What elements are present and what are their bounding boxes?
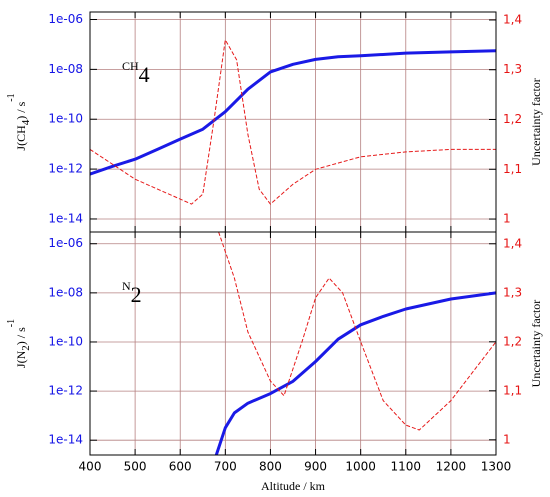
y-tick-label: 1e-14	[48, 433, 83, 447]
y-axis-label-part: -1	[6, 319, 17, 327]
x-tick-label: 400	[79, 460, 102, 474]
annotation-text: CH	[122, 59, 139, 73]
y-tick-label: 1e-08	[48, 62, 83, 76]
y-tick-label: 1e-10	[48, 334, 83, 348]
panel: 400 500 600 700 800 900 1000 1100 1200 1300 1e-06 1…	[6, 231, 543, 493]
x-tick-label: 700	[214, 460, 237, 474]
x-tick-label: 1000	[345, 460, 376, 474]
y2-tick-label: 1,3	[503, 62, 522, 76]
x-tick-label: 1300	[481, 460, 512, 474]
annotation-subscript: 4	[139, 62, 150, 87]
y2-tick-label: 1,1	[503, 383, 522, 397]
y-tick-label: 1e-10	[48, 112, 83, 126]
y2-axis-label: Uncertainty factor	[529, 78, 543, 166]
x-tick-label: 900	[304, 460, 327, 474]
series-line	[90, 39, 496, 205]
y2-tick-label: 1,2	[503, 334, 522, 348]
series-line	[214, 291, 496, 455]
y-axis-label-part: J(N	[14, 350, 28, 368]
series-line	[218, 232, 496, 431]
x-tick-label: 600	[169, 460, 192, 474]
annotation: N2	[122, 279, 142, 307]
plot-frame	[89, 231, 497, 456]
y-tick-label: 1e-12	[48, 162, 83, 176]
y2-tick-label: 1,2	[503, 112, 522, 126]
y-axis-label: J(CH4) / s-1	[6, 93, 31, 150]
x-axis-label: Altitude / km	[261, 479, 326, 493]
y2-tick-label: 1,4	[503, 236, 522, 250]
x-tick-label: 800	[259, 460, 282, 474]
y-tick-label: 1e-12	[48, 384, 83, 398]
x-tick-label: 500	[124, 460, 147, 474]
annotation-text: N	[122, 279, 131, 293]
y-axis-label-part: J(CH	[14, 125, 28, 151]
y-tick-label: 1e-08	[48, 285, 83, 299]
y-axis-label-part: 4	[20, 119, 32, 125]
series-line	[90, 49, 496, 176]
y2-tick-label: 1	[503, 212, 511, 226]
y-tick-label: 1e-06	[48, 236, 83, 250]
y-axis-label: J(N2) / s-1	[6, 319, 31, 368]
x-tick-label: 1100	[391, 460, 422, 474]
y2-tick-label: 1,1	[503, 162, 522, 176]
x-tick-label: 1200	[436, 460, 467, 474]
panel: 1e-06 1e-08 1e-10 1e-12 1e-14 1,4 1,3 1,2 1,1 1 CH…	[6, 11, 543, 233]
y-axis-label-part: -1	[6, 93, 17, 101]
y-axis-label-part: 2	[20, 345, 32, 351]
y-tick-label: 1e-14	[48, 211, 83, 225]
y2-tick-label: 1,3	[503, 285, 522, 299]
y-axis-label-part: ) / s	[14, 327, 28, 345]
y-tick-label: 1e-06	[48, 12, 83, 26]
y-axis-label-part: ) / s	[14, 101, 28, 119]
y2-tick-label: 1,4	[503, 12, 522, 26]
plot-frame	[89, 11, 497, 233]
y2-tick-label: 1	[503, 432, 511, 446]
annotation-subscript: 2	[131, 282, 142, 307]
y2-axis-label: Uncertainty factor	[529, 300, 543, 388]
annotation: CH4	[122, 59, 150, 87]
